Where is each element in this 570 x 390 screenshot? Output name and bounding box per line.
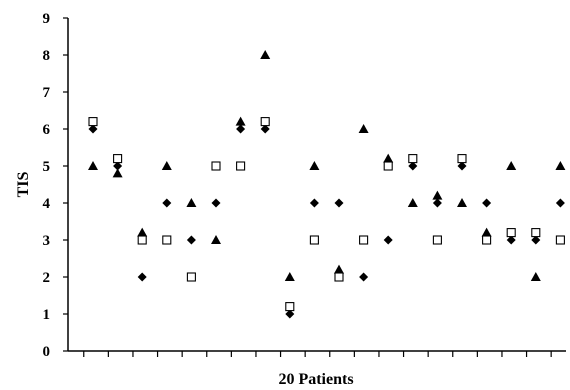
diamond-point <box>236 124 246 134</box>
diamond-point <box>457 161 467 171</box>
diamond-point <box>432 198 442 208</box>
triangle-point <box>334 264 344 274</box>
square-point <box>506 228 516 238</box>
square-point <box>359 235 369 245</box>
square-point <box>432 235 442 245</box>
triangle-point <box>309 161 320 170</box>
diamond-point <box>260 124 270 134</box>
diamond-point <box>482 198 492 208</box>
y-tick-label: 0 <box>43 344 51 360</box>
diamond-point <box>186 235 196 245</box>
triangle-point <box>161 161 172 170</box>
diamond-point <box>137 272 147 282</box>
triangle-point <box>260 50 271 59</box>
data-points <box>88 50 566 319</box>
triangle-point <box>383 153 394 163</box>
triangle-point <box>284 272 295 281</box>
x-axis-title: 20 Patients <box>278 371 353 388</box>
triangle-point <box>186 198 197 207</box>
triangle-point <box>432 190 443 200</box>
diamond-point <box>211 198 221 208</box>
square-point <box>457 154 467 164</box>
triangle-point <box>506 161 517 170</box>
diamond-point <box>359 272 369 282</box>
square-point <box>260 117 270 127</box>
square-point <box>137 235 147 245</box>
square-point <box>88 117 98 127</box>
square-point <box>186 272 196 282</box>
triangle-point <box>555 161 566 170</box>
triangle-point <box>235 116 246 126</box>
diamond-point <box>383 235 393 245</box>
triangle-point <box>88 161 98 170</box>
triangle-point <box>481 227 492 237</box>
square-point <box>162 235 172 245</box>
y-axis-title: TIS <box>15 172 32 198</box>
triangle-point <box>407 198 418 207</box>
diamond-point <box>506 235 516 245</box>
diamond-point <box>162 198 172 208</box>
square-point <box>236 161 246 171</box>
y-tick-label: 9 <box>43 11 51 27</box>
triangle-point <box>457 198 467 207</box>
y-tick-label: 5 <box>43 159 51 175</box>
axes <box>67 18 566 352</box>
square-point <box>383 161 393 171</box>
diamond-point <box>88 124 98 134</box>
triangle-point <box>137 227 148 237</box>
square-point <box>408 154 418 164</box>
triangle-point <box>358 124 369 133</box>
diamond-point <box>334 198 344 208</box>
triangle-point <box>530 272 541 281</box>
square-point <box>482 235 492 245</box>
square-point <box>334 272 344 282</box>
y-tick-label: 7 <box>43 85 51 101</box>
y-tick-label: 8 <box>43 48 51 64</box>
triangle-point <box>112 168 123 178</box>
y-tick-label: 1 <box>43 307 51 323</box>
y-tick-label: 2 <box>43 270 51 286</box>
y-ticks: 0 1 2 3 4 5 6 7 8 9 <box>43 11 68 360</box>
y-tick-label: 6 <box>43 122 51 138</box>
y-tick-label: 3 <box>43 233 51 249</box>
square-point <box>555 235 565 245</box>
y-tick-label: 4 <box>43 196 51 212</box>
square-point <box>531 228 541 238</box>
square-point <box>113 154 123 164</box>
diamond-point <box>531 235 541 245</box>
diamond-point <box>285 309 295 319</box>
x-ticks <box>83 351 552 357</box>
diamond-point <box>113 161 123 171</box>
square-point <box>309 235 319 245</box>
square-point <box>211 161 221 171</box>
diamond-point <box>408 161 418 171</box>
triangle-point <box>211 235 221 244</box>
diamond-point <box>555 198 565 208</box>
square-point <box>285 302 295 312</box>
diamond-point <box>309 198 319 208</box>
